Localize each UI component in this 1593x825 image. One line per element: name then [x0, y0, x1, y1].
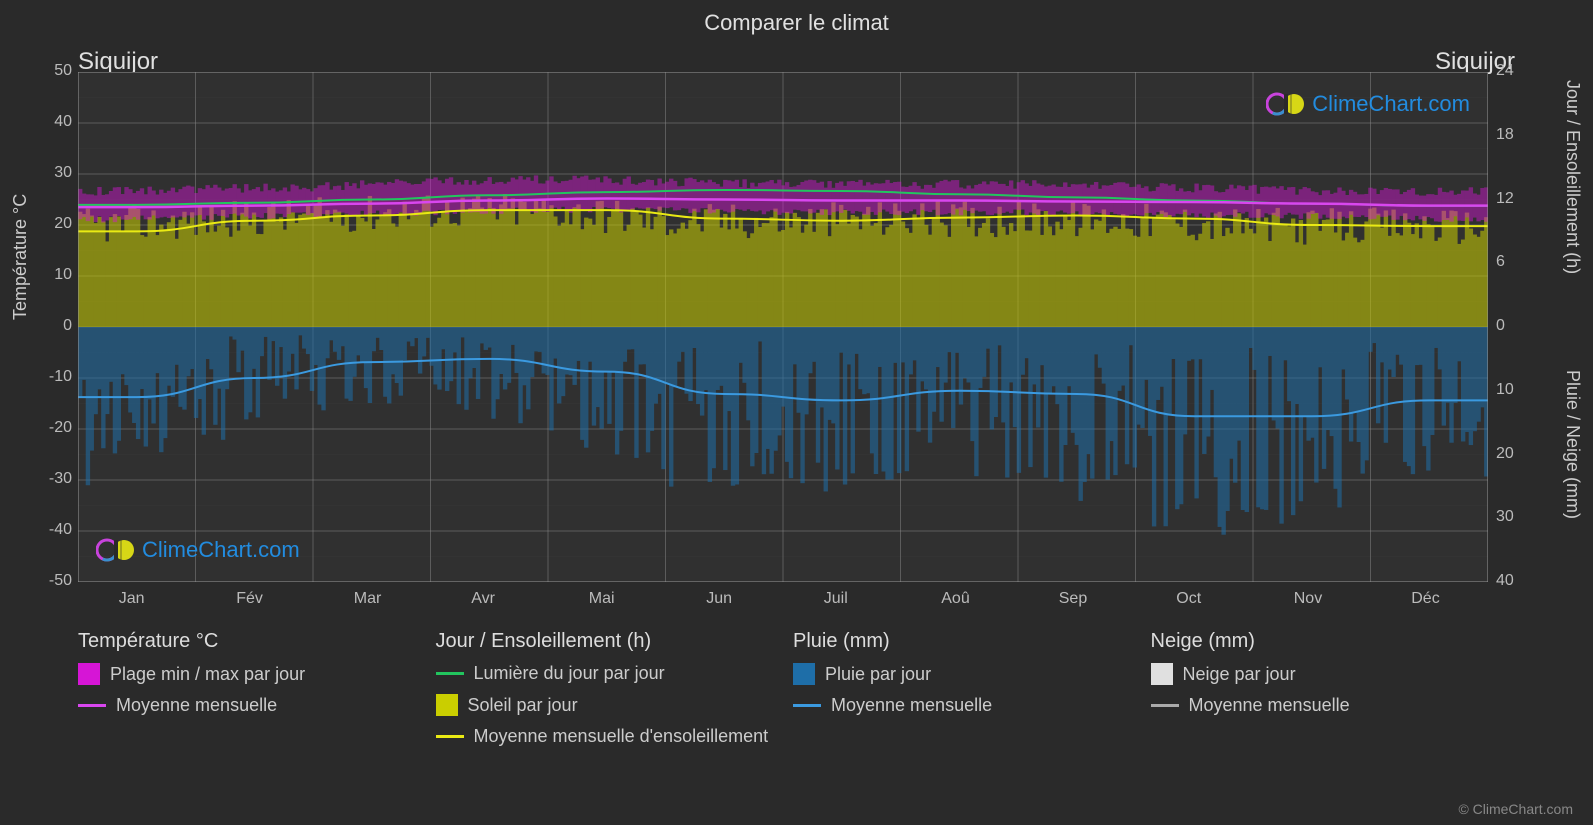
- y-right-tick: 12: [1496, 190, 1514, 208]
- x-axis-tick: Fév: [236, 590, 263, 608]
- y-right-tick: 6: [1496, 253, 1505, 271]
- legend-item-sun-avg: Moyenne mensuelle d'ensoleillement: [436, 726, 774, 747]
- x-axis-tick: Déc: [1411, 590, 1439, 608]
- legend-col-rain: Pluie (mm) Pluie par jour Moyenne mensue…: [793, 630, 1131, 757]
- legend-header-temp: Température °C: [78, 630, 416, 653]
- swatch-snow-daily: [1151, 663, 1173, 685]
- y-axis-left-label: Température °C: [10, 194, 31, 320]
- y-right-tick: 24: [1496, 62, 1514, 80]
- legend-item-snow-avg: Moyenne mensuelle: [1151, 695, 1489, 716]
- y-right-tick: 20: [1496, 445, 1514, 463]
- climate-chart-container: Comparer le climat Siquijor Siquijor Tem…: [0, 0, 1593, 825]
- legend-label-sun-daily: Soleil par jour: [468, 695, 578, 716]
- legend-label-rain-avg: Moyenne mensuelle: [831, 695, 992, 716]
- legend-label-temp-avg: Moyenne mensuelle: [116, 695, 277, 716]
- y-left-tick: -30: [49, 470, 72, 488]
- chart-title: Comparer le climat: [0, 10, 1593, 36]
- swatch-snow-avg: [1151, 704, 1179, 707]
- swatch-daylight: [436, 672, 464, 675]
- swatch-temp-range: [78, 663, 100, 685]
- y-left-tick: -10: [49, 368, 72, 386]
- y-left-tick: -40: [49, 521, 72, 539]
- legend-label-snow-daily: Neige par jour: [1183, 664, 1296, 685]
- legend-col-day: Jour / Ensoleillement (h) Lumière du jou…: [436, 630, 774, 757]
- swatch-sun-daily: [436, 694, 458, 716]
- swatch-rain-avg: [793, 704, 821, 707]
- legend-label-temp-range: Plage min / max par jour: [110, 664, 305, 685]
- copyright-text: © ClimeChart.com: [1458, 801, 1573, 817]
- legend-item-temp-avg: Moyenne mensuelle: [78, 695, 416, 716]
- y-right-tick: 40: [1496, 572, 1514, 590]
- legend-col-snow: Neige (mm) Neige par jour Moyenne mensue…: [1151, 630, 1489, 757]
- y-left-tick: 40: [54, 113, 72, 131]
- legend-item-daylight: Lumière du jour par jour: [436, 663, 774, 684]
- swatch-sun-avg: [436, 735, 464, 738]
- chart-svg: [78, 72, 1488, 582]
- y-right-tick: 10: [1496, 381, 1514, 399]
- legend-item-rain-avg: Moyenne mensuelle: [793, 695, 1131, 716]
- y-left-tick: 50: [54, 62, 72, 80]
- legend-label-snow-avg: Moyenne mensuelle: [1189, 695, 1350, 716]
- y-left-tick: 0: [63, 317, 72, 335]
- y-left-tick: 10: [54, 266, 72, 284]
- y-right-tick: 30: [1496, 508, 1514, 526]
- legend-label-daylight: Lumière du jour par jour: [474, 663, 665, 684]
- x-axis-tick: Nov: [1294, 590, 1322, 608]
- y-left-tick: 20: [54, 215, 72, 233]
- legend-item-temp-range: Plage min / max par jour: [78, 663, 416, 685]
- legend-header-rain: Pluie (mm): [793, 630, 1131, 653]
- legend-item-rain-daily: Pluie par jour: [793, 663, 1131, 685]
- legend-header-snow: Neige (mm): [1151, 630, 1489, 653]
- legend: Température °C Plage min / max par jour …: [78, 630, 1488, 757]
- swatch-rain-daily: [793, 663, 815, 685]
- x-axis-tick: Jun: [706, 590, 732, 608]
- y-left-tick: -20: [49, 419, 72, 437]
- legend-item-sun-daily: Soleil par jour: [436, 694, 774, 716]
- y-right-tick: 18: [1496, 126, 1514, 144]
- x-axis-tick: Mai: [589, 590, 615, 608]
- x-axis-tick: Aoû: [941, 590, 969, 608]
- legend-col-temp: Température °C Plage min / max par jour …: [78, 630, 416, 757]
- y-right-tick: 0: [1496, 317, 1505, 335]
- y-left-tick: -50: [49, 572, 72, 590]
- x-axis-tick: Sep: [1059, 590, 1087, 608]
- x-axis-tick: Avr: [471, 590, 495, 608]
- x-axis-tick: Juil: [824, 590, 848, 608]
- y-axis-right-bottom-label: Pluie / Neige (mm): [1562, 370, 1583, 519]
- plot-area: ClimeChart.com ClimeChart.com: [78, 72, 1488, 582]
- y-axis-right-top-label: Jour / Ensoleillement (h): [1562, 80, 1583, 274]
- legend-header-day: Jour / Ensoleillement (h): [436, 630, 774, 653]
- x-axis-tick: Jan: [119, 590, 145, 608]
- legend-label-sun-avg: Moyenne mensuelle d'ensoleillement: [474, 726, 769, 747]
- legend-item-snow-daily: Neige par jour: [1151, 663, 1489, 685]
- swatch-temp-avg: [78, 704, 106, 707]
- y-left-tick: 30: [54, 164, 72, 182]
- x-axis-tick: Oct: [1176, 590, 1201, 608]
- legend-label-rain-daily: Pluie par jour: [825, 664, 931, 685]
- x-axis-tick: Mar: [354, 590, 382, 608]
